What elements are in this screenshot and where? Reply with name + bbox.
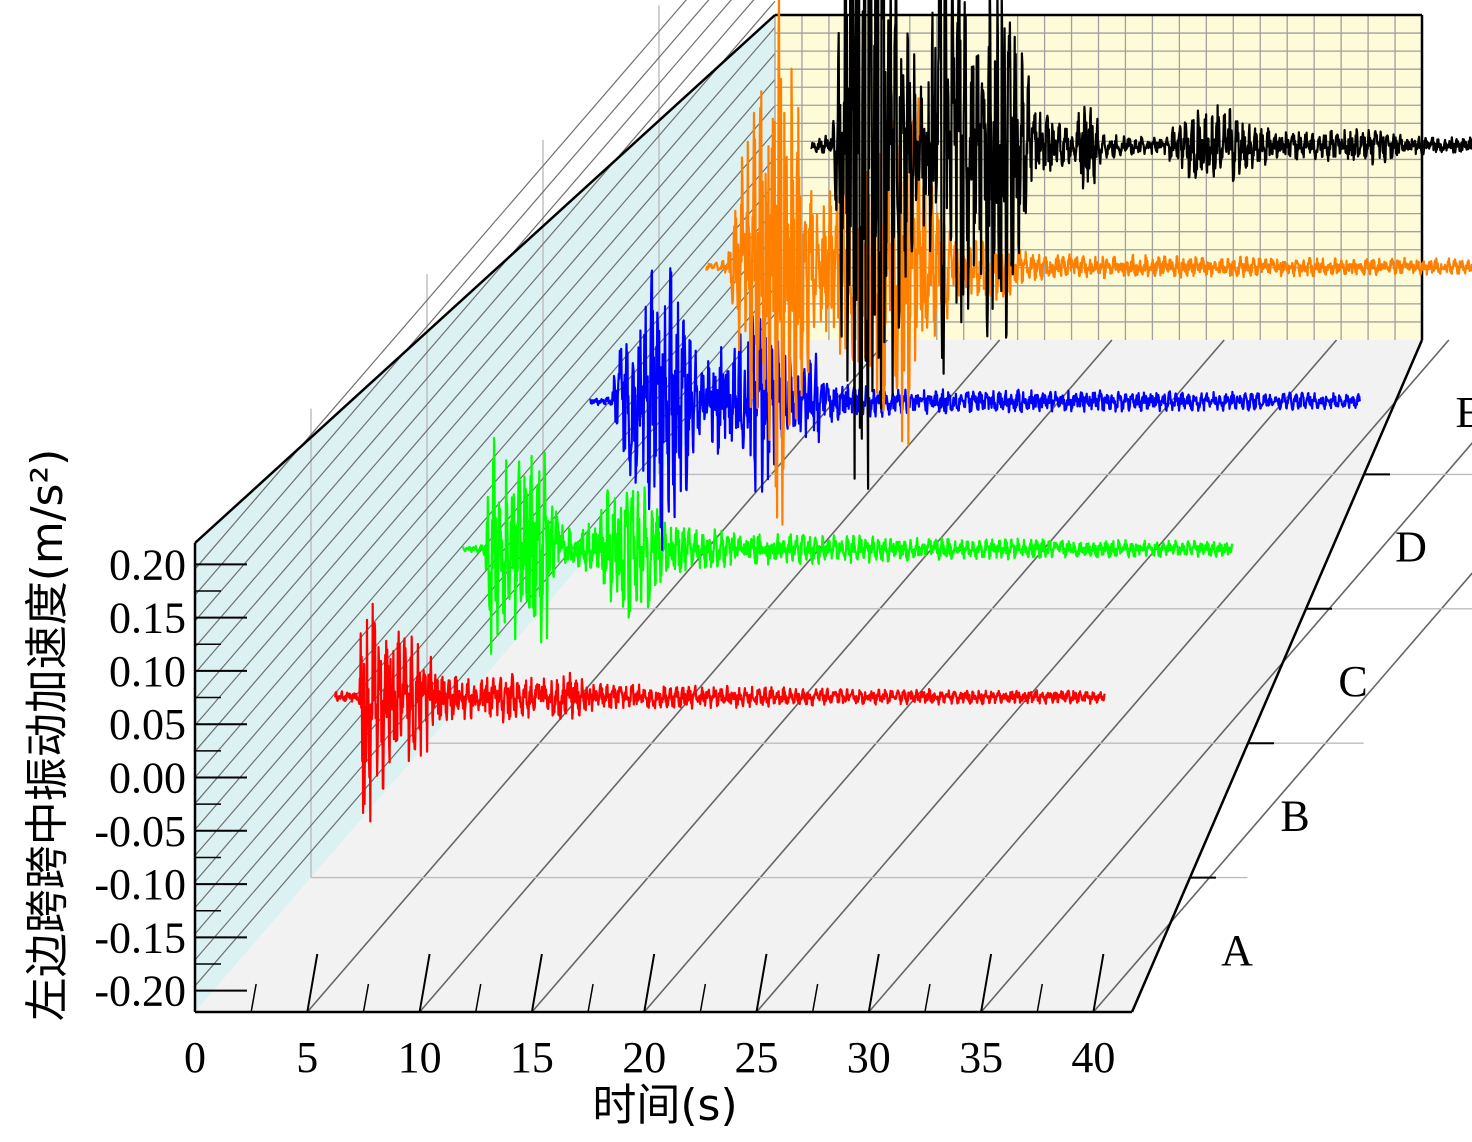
floor-grid-line bbox=[868, 339, 1450, 1013]
floor-grid-line bbox=[306, 339, 888, 1013]
series-group bbox=[334, 0, 1472, 823]
side-wall-level-line bbox=[194, 157, 776, 831]
x-minor-tick-mark bbox=[587, 983, 594, 1013]
tick-labels: 0 5 10 15 20 25 30 35 40 0.20 0.150.100.05 0.00-0.0… bbox=[94, 388, 1472, 1082]
x-tick-mark bbox=[306, 953, 319, 1013]
x-tick-mark bbox=[643, 953, 656, 1013]
z-tick-label: D bbox=[1395, 523, 1427, 572]
side-wall-level-line bbox=[194, 105, 776, 778]
y-tick-label: -0.10 bbox=[94, 860, 186, 909]
floor bbox=[195, 340, 1422, 1012]
z-tick-label: E bbox=[1456, 388, 1472, 437]
z-tick-label: A bbox=[1221, 926, 1253, 975]
x-tick-label: 30 bbox=[847, 1033, 891, 1082]
x-tick-mark bbox=[418, 953, 431, 1013]
y-axis-title: 左边跨跨中振动加速度(m/s²) bbox=[22, 449, 73, 1022]
y-tick-label: 0.20 bbox=[109, 540, 186, 589]
series-line-E bbox=[810, 0, 1472, 490]
series-line-C bbox=[589, 267, 1361, 551]
side-wall-level-line bbox=[194, 0, 710, 596]
y-tick-label: 0.15 bbox=[109, 594, 186, 643]
x-tick-label: 40 bbox=[1071, 1033, 1115, 1082]
x-tick-mark bbox=[980, 953, 993, 1013]
side-wall-level-line bbox=[194, 52, 776, 726]
x-tick-label: 20 bbox=[622, 1033, 666, 1082]
side-wall-level-line bbox=[194, 0, 687, 570]
z-tick-label: C bbox=[1338, 657, 1367, 706]
side-wall bbox=[195, 15, 775, 1012]
x-tick-mark bbox=[755, 953, 768, 1013]
x-minor-tick-mark bbox=[1036, 983, 1043, 1013]
floor-grid-line bbox=[980, 442, 1472, 1013]
side-wall-level-line bbox=[194, 0, 755, 648]
series-line-B bbox=[461, 436, 1234, 655]
floor-grid-line bbox=[755, 339, 1338, 1013]
y-tick-label: -0.05 bbox=[94, 807, 186, 856]
side-wall-level-line bbox=[194, 0, 732, 622]
side-wall-level-line bbox=[194, 183, 776, 857]
x-minor-tick-mark bbox=[475, 983, 482, 1013]
x-minor-tick-mark bbox=[699, 983, 707, 1013]
side-wall-level-line bbox=[194, 131, 776, 804]
x-tick-mark bbox=[867, 953, 880, 1013]
y-tick-label: 0.10 bbox=[109, 647, 186, 696]
y-tick-label: 0.00 bbox=[109, 754, 186, 803]
floor-grid-line bbox=[418, 339, 1001, 1013]
x-tick-label: 5 bbox=[296, 1033, 318, 1082]
y-tick-label: -0.15 bbox=[94, 913, 186, 962]
z-tick-label: B bbox=[1280, 791, 1309, 840]
x-tick-mark bbox=[1092, 953, 1105, 1013]
x-minor-tick-mark bbox=[362, 983, 370, 1013]
series-line-A bbox=[334, 602, 1106, 823]
floor-grid-line bbox=[531, 339, 1113, 1013]
x-minor-tick-mark bbox=[924, 983, 931, 1013]
x-tick-label: 35 bbox=[959, 1033, 1003, 1082]
series-line-D bbox=[705, 0, 1472, 526]
x-tick-mark bbox=[530, 953, 543, 1013]
tick-marks bbox=[195, 473, 1390, 1013]
x-minor-tick-mark bbox=[811, 983, 819, 1013]
x-tick-label: 15 bbox=[510, 1033, 554, 1082]
x-axis-title: 时间(s) bbox=[592, 1080, 737, 1131]
x-minor-tick-mark bbox=[250, 983, 257, 1013]
side-wall-level-line bbox=[194, 26, 776, 700]
y-tick-label: -0.20 bbox=[94, 967, 186, 1016]
x-tick-label: 25 bbox=[735, 1033, 779, 1082]
side-wall-level-line bbox=[194, 0, 776, 674]
x-tick-label: 0 bbox=[184, 1033, 206, 1082]
floor-grid-line bbox=[1092, 572, 1472, 1013]
x-tick-label: 10 bbox=[398, 1033, 442, 1082]
frame-edges bbox=[193, 13, 1424, 1014]
side-wall-level-line bbox=[194, 79, 776, 752]
y-tick-label: 0.05 bbox=[109, 700, 186, 749]
floor-grid-line bbox=[643, 339, 1225, 1013]
